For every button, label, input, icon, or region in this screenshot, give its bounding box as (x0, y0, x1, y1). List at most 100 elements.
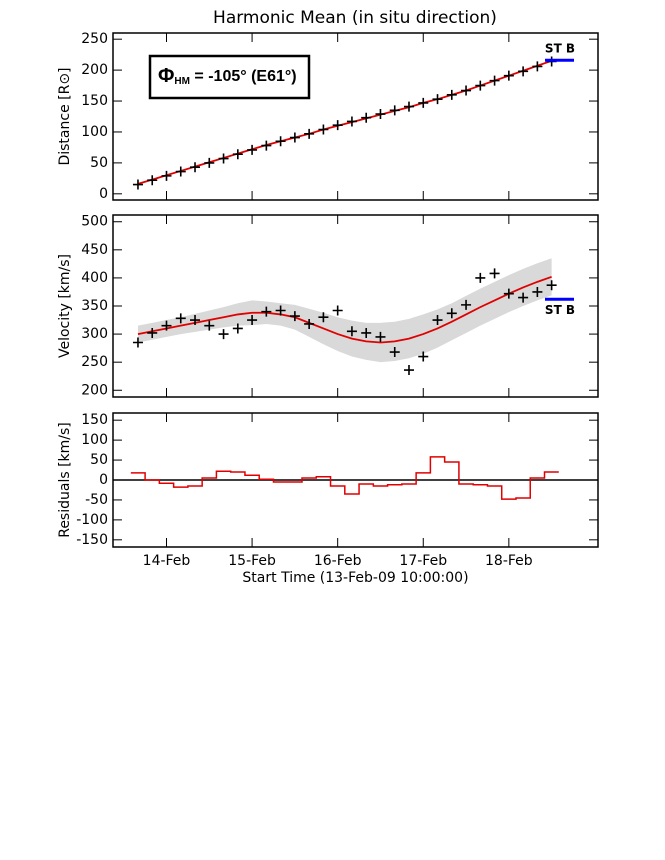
annotation-box (148, 54, 311, 100)
data-point (475, 272, 486, 283)
data-point (532, 61, 543, 72)
y-tick-label: 450 (81, 242, 108, 258)
data-point (175, 313, 186, 324)
stb-label: ST B (545, 42, 575, 56)
data-point (247, 315, 258, 326)
y-tick-label: 150 (81, 412, 108, 428)
data-point (389, 105, 400, 116)
annotation-subscript: HM (174, 76, 190, 87)
data-point (261, 140, 272, 151)
data-point (446, 308, 457, 319)
data-point (432, 94, 443, 105)
y-tick-label: -50 (85, 492, 108, 508)
data-point (375, 331, 386, 342)
y-tick-label: 200 (81, 62, 108, 78)
x-tick-label: 16-Feb (314, 553, 362, 569)
data-point (432, 315, 443, 326)
plot-frame (112, 412, 599, 548)
data-point (190, 315, 201, 326)
chart-title: Harmonic Mean (in situ direction) (213, 8, 497, 28)
data-point (204, 320, 215, 331)
data-point (275, 136, 286, 147)
data-point (318, 124, 329, 135)
plot-frame (112, 214, 599, 398)
y-tick-label: 250 (81, 31, 108, 47)
data-point (461, 85, 472, 96)
y-tick-label: 200 (81, 382, 108, 398)
data-point (418, 351, 429, 362)
data-point (304, 318, 315, 329)
data-point (375, 109, 386, 120)
data-point (403, 365, 414, 376)
data-point (389, 347, 400, 358)
data-point (346, 326, 357, 337)
data-point (289, 132, 300, 143)
y-tick-label: 250 (81, 354, 108, 370)
x-tick-label: 18-Feb (485, 553, 533, 569)
y-tick-label: 0 (99, 186, 108, 202)
data-point (532, 286, 543, 297)
data-point (346, 116, 357, 127)
data-point (261, 306, 272, 317)
data-point (232, 149, 243, 160)
data-point (489, 75, 500, 86)
y-tick-label: 150 (81, 93, 108, 109)
data-point (132, 337, 143, 348)
y-tick-label: 50 (90, 155, 108, 171)
data-point (232, 323, 243, 334)
data-point (518, 66, 529, 77)
data-point (332, 120, 343, 131)
stb-label: ST B (545, 303, 575, 317)
data-point (403, 101, 414, 112)
y-tick-label: -150 (76, 532, 108, 548)
y-tick-label: 400 (81, 270, 108, 286)
annotation: ΦHM = -105° (E61°) (158, 65, 297, 87)
data-point (161, 170, 172, 181)
y-tick-label: 100 (81, 124, 108, 140)
annotation-symbol: Φ (158, 65, 174, 87)
data-point (332, 305, 343, 316)
data-point (218, 153, 229, 164)
data-point (475, 80, 486, 91)
fit-line (137, 275, 552, 344)
confidence-band (137, 258, 552, 363)
y-tick-label: 50 (90, 452, 108, 468)
y-axis-label: Residuals [km/s] (57, 422, 73, 538)
data-point (175, 166, 186, 177)
y-axis-label: Distance [R⊙] (57, 67, 73, 165)
data-point (503, 288, 514, 299)
plot-frame (112, 32, 599, 201)
y-tick-label: 100 (81, 432, 108, 448)
data-point (361, 112, 372, 123)
data-point (147, 175, 158, 186)
y-tick-label: 500 (81, 214, 108, 230)
y-tick-label: -100 (76, 512, 108, 528)
x-tick-label: 15-Feb (228, 553, 276, 569)
data-point (304, 128, 315, 139)
data-point (247, 144, 258, 155)
x-axis-label: Start Time (13-Feb-09 10:00:00) (242, 570, 468, 586)
data-point (446, 89, 457, 100)
x-tick-label: 17-Feb (399, 553, 447, 569)
data-point (204, 157, 215, 168)
y-axis-label: Velocity [km/s] (57, 254, 73, 358)
data-point (503, 70, 514, 81)
data-point (361, 327, 372, 338)
residual-step (130, 456, 559, 500)
data-point (518, 292, 529, 303)
data-point (218, 329, 229, 340)
x-tick-label: 14-Feb (143, 553, 191, 569)
annotation-text: = -105° (E61°) (190, 68, 297, 85)
y-tick-label: 0 (99, 472, 108, 488)
data-point (461, 299, 472, 310)
data-point (418, 97, 429, 108)
data-point (161, 320, 172, 331)
data-point (289, 311, 300, 322)
y-tick-label: 300 (81, 326, 108, 342)
y-tick-label: 350 (81, 298, 108, 314)
data-point (546, 280, 557, 291)
data-point (318, 312, 329, 323)
data-point (147, 327, 158, 338)
data-point (275, 305, 286, 316)
